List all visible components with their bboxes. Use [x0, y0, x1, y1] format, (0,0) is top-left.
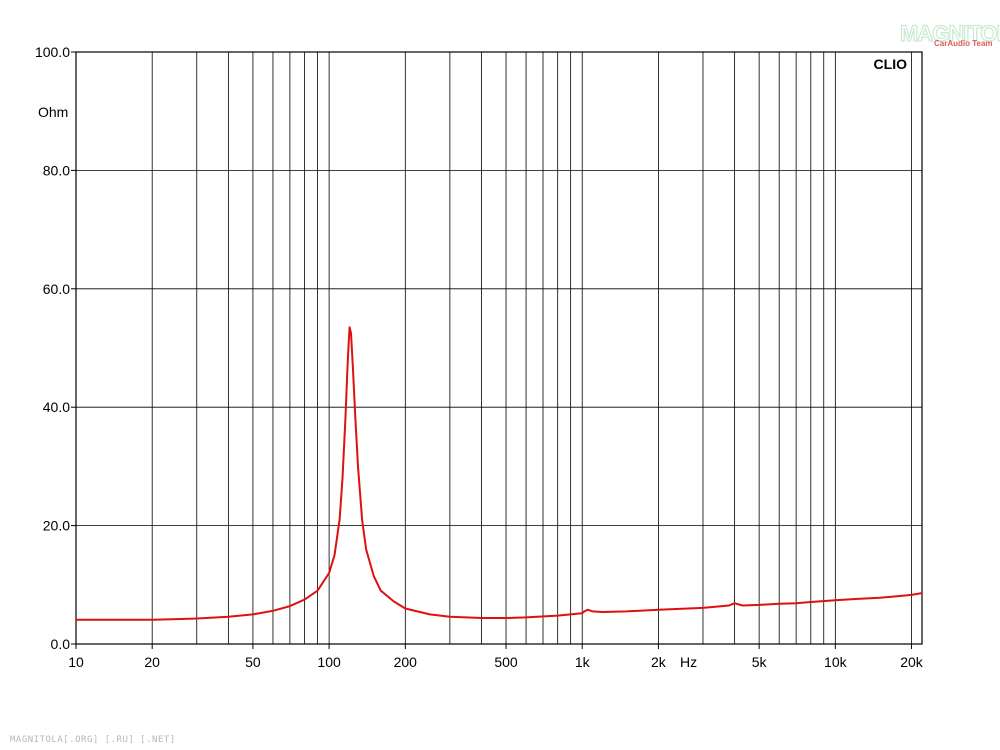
x-tick-label: 5k — [752, 654, 768, 670]
impedance-series-line — [76, 326, 923, 621]
y-tick-label: 20.0 — [43, 518, 70, 534]
y-tick-label: 100.0 — [35, 44, 70, 60]
x-axis-label: Hz — [680, 654, 697, 670]
x-tick-label: 10k — [824, 654, 848, 670]
x-tick-label: 20 — [144, 654, 160, 670]
y-tick-label: 0.0 — [51, 636, 71, 652]
x-tick-label: 2k — [651, 654, 667, 670]
clio-brand-label: CLIO — [874, 56, 908, 72]
x-tick-label: 10 — [68, 654, 84, 670]
x-tick-label: 1k — [575, 654, 591, 670]
y-axis-label: Ohm — [38, 104, 68, 120]
watermark-footer: MAGNITOLA[.ORG] [.RU] [.NET] — [10, 735, 176, 745]
x-tick-label: 100 — [317, 654, 341, 670]
watermark-logo-subtext: CarAudio Team — [934, 39, 993, 48]
y-tick-label: 40.0 — [43, 399, 70, 415]
watermark-logo: MAGNITOLA CarAudio Team — [899, 20, 1000, 48]
x-tick-label: 500 — [494, 654, 518, 670]
axis-ticks: 0.0 20.0 40.0 60.0 80.0 100.0 10 20 50 100 200 500 1… — [35, 44, 924, 670]
watermark-logo-text: MAGNITOLA — [900, 21, 1000, 46]
series-group — [76, 326, 923, 621]
plot-frame — [75, 51, 923, 645]
x-tick-label: 50 — [245, 654, 261, 670]
x-tick-label: 200 — [394, 654, 418, 670]
x-tick-label: 20k — [900, 654, 924, 670]
y-tick-label: 80.0 — [43, 162, 70, 178]
grid-lines — [76, 52, 922, 644]
y-tick-label: 60.0 — [43, 281, 70, 297]
